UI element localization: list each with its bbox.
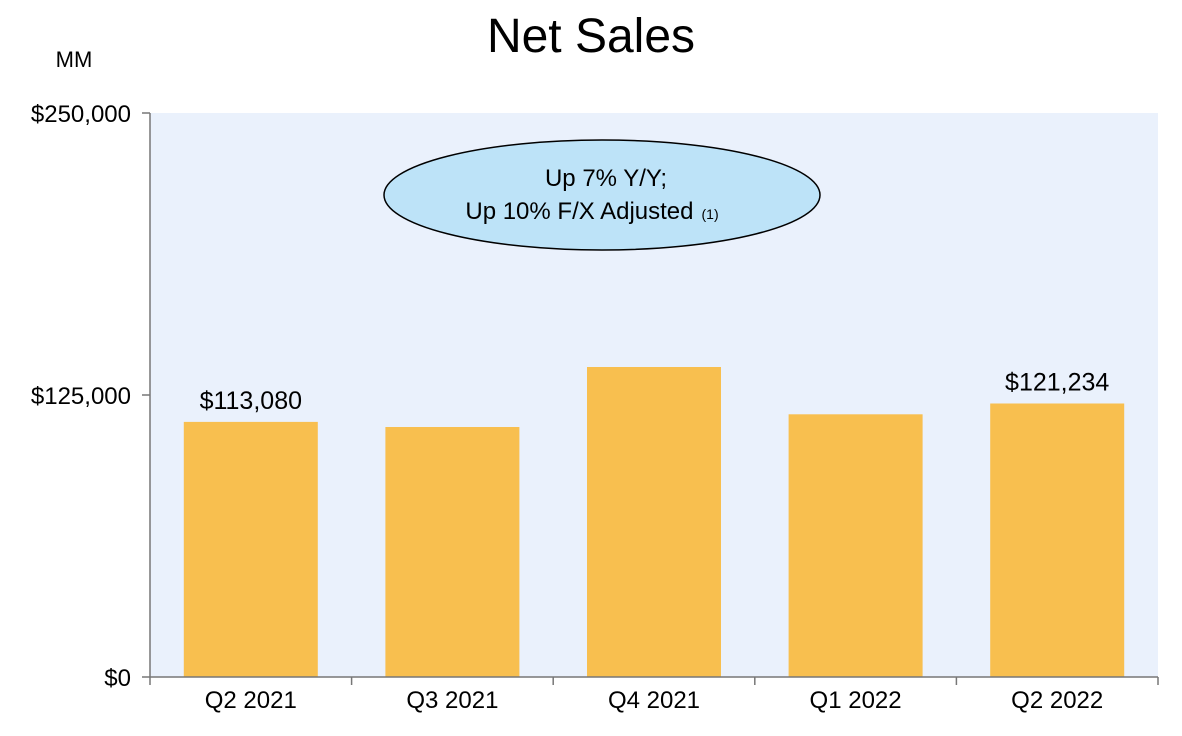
bar-q2-2021 [183,421,318,677]
bar-q1-2022 [788,414,923,677]
callout-line-2-text: Up 10% F/X Adjusted [465,198,693,225]
data-labels: $113,080 $121,234 [200,368,1110,414]
x-tick-label-q2-2021: Q2 2021 [205,687,297,714]
callout-line-2: Up 10% F/X Adjusted (1) [465,198,718,225]
callout-ellipse [383,139,821,251]
x-tick-label-q1-2022: Q1 2022 [810,687,902,714]
y-tick-label-1: $125,000 [31,383,131,410]
x-tick-label-q2-2022: Q2 2022 [1011,687,1103,714]
bar-q3-2021 [385,427,520,677]
callout-footnote: (1) [702,206,719,222]
axes-group [142,112,1159,685]
data-label-q2-2021: $113,080 [200,387,302,415]
bar-q4-2021 [587,366,721,677]
y-tick-labels: $0 $125,000 $250,000 [31,101,131,692]
data-label-q2-2022: $121,234 [1005,368,1109,396]
x-tick-labels: Q2 2021 Q3 2021 Q4 2021 Q1 2022 Q2 2022 [205,687,1103,714]
callout-line-1: Up 7% Y/Y; [545,165,667,192]
x-tick-label-q3-2021: Q3 2021 [406,687,498,714]
growth-callout: Up 7% Y/Y; Up 10% F/X Adjusted (1) [383,139,821,251]
bar-q2-2022 [990,403,1125,677]
y-tick-label-2: $250,000 [31,101,131,128]
x-tick-label-q4-2021: Q4 2021 [608,687,700,714]
unit-label: MM [56,47,93,72]
chart-title: Net Sales [487,10,695,63]
y-tick-label-0: $0 [104,665,131,692]
bars-group [183,366,1125,677]
